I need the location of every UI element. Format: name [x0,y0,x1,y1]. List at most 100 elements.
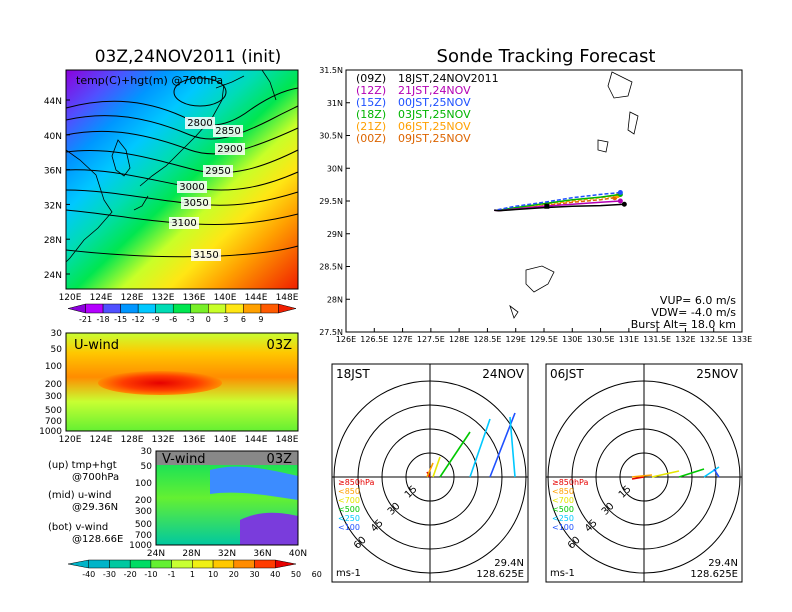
vwind-frame [155,450,299,546]
track-x-label: 127E [392,335,412,344]
uwind-frame [65,332,299,432]
temp-colorbar-label: -3 [187,315,195,324]
wind-colorbar-label: 60 [312,570,322,579]
contour-label: 3050 [183,198,208,209]
track-y-label: 30N [327,164,343,173]
track-x-label: 132E [675,335,695,344]
map-panel-label: temp(C)+hgt(m) @700hPa [76,74,223,87]
temp-colorbar-swatch [278,303,297,314]
contour-label-bg [169,217,199,229]
map-panel: temp(C)+hgt(m) @700hPa 28002850290029503… [44,69,299,303]
left-title: 03Z,24NOV2011 (init) [95,47,282,67]
wind-colorbar-swatch [254,559,276,569]
temp-colorbar-label: -9 [152,315,160,324]
wind-colorbar-swatch [88,559,110,569]
track-x-label: 129.5E [530,335,558,344]
contour-label-bg [213,125,243,137]
temp-colorbar-label: 3 [223,315,228,324]
vwind-purple-region [240,512,298,545]
track-chart: (09Z) 18JST,24NOV2011 (12Z) 21JST,24NOV (15Z… [319,66,752,344]
island-amami [525,265,555,293]
uwind-lon-label: 140E [214,435,237,445]
contour-label-bg [177,181,207,193]
track-x-label: 133E [732,335,752,344]
uwind-time: 03Z [267,338,293,353]
map-lat-label: 44N [44,97,62,107]
contour-label: 3100 [171,218,196,229]
track-y-label: 31N [327,99,343,108]
burst-annotation: Burst Alt= 18.0 km [631,318,736,331]
vwind-time: 03Z [267,452,293,467]
uwind-pressure-label: 200 [45,380,62,390]
track-y-label: 28N [327,295,343,304]
coastline-korea [111,139,131,177]
track-landing-point [621,201,627,207]
hodograph-segment [703,466,720,478]
vwind-pressure-label: 100 [135,479,152,489]
wind-colorbar-swatch [109,559,131,569]
hodograph-segment [469,418,491,478]
map-lon-labels: 120E 124E 128E 132E 136E 140E 144E 148E [59,293,299,303]
wind-colorbar: -40 -30 -20 -10 -1 1 10 20 30 40 50 60 [67,559,322,579]
vwind-lat-label: 40N [289,549,307,559]
contour-label-bg [185,117,215,129]
uwind-lon-label: 132E [152,435,175,445]
uwind-lon-label: 124E [90,435,113,445]
uwind-lon-label: 148E [276,435,299,445]
map-lat-label: 24N [44,271,62,281]
legend-note-line2: @700hPa [72,472,119,483]
track-x-label: 129E [506,335,526,344]
map-lon-label: 120E [59,293,82,303]
wind-colorbar-label: -10 [144,570,157,579]
track-frame [345,69,743,333]
hodograph-level-label: <100 [552,523,574,532]
temp-colorbar-swatch [102,303,121,314]
track-x-label: 127.5E [417,335,445,344]
hodograph-unit: ms-1 [550,568,575,579]
track-x-label: 126.5E [360,335,388,344]
wind-colorbar-swatch [67,559,89,569]
uwind-lon-label: 144E [245,435,268,445]
track-landing-point [617,189,623,195]
vwind-pressure-label: 200 [135,496,152,506]
temp-colorbar-label: -6 [169,315,177,324]
uwind-pressure-label: 700 [45,417,62,427]
vwind-lat-label: 36N [253,549,271,559]
wind-colorbar-label: 50 [291,570,301,579]
wind-colorbar-label: 20 [229,570,239,579]
track-legend: (09Z) 18JST,24NOV2011 (12Z) 21JST,24NOV (15Z… [356,72,499,145]
wind-colorbar-label: 10 [208,570,218,579]
hodograph-time: 18JST [336,367,370,381]
hodograph-segment [651,470,680,478]
track-legend-label: 06JST,25NOV [398,120,471,133]
legend-note-line2: @128.66E [72,534,123,545]
wind-colorbar-swatch [150,559,172,569]
map-lon-label: 132E [152,293,175,303]
hodograph-level-label: <250 [338,514,360,523]
uwind-pressure-label: 500 [45,406,62,416]
hodograph-segment [426,462,434,478]
track-y-label: 29.5N [319,197,343,206]
track-landing-point [617,198,623,204]
track-legend-label: 09JST,25NOV [398,132,471,145]
track-legend-label: 03JST,25NOV [398,108,471,121]
temp-colorbar-swatch [225,303,244,314]
map-lon-label: 136E [183,293,206,303]
temp-colorbar-label: -21 [79,315,92,324]
track-x-label: 126E [336,335,356,344]
legend-note-line1: (up) tmp+hgt [48,460,117,471]
track-x-label: 128.5E [473,335,501,344]
map-lon-label: 124E [90,293,113,303]
vwind-lat-labels: 24N 28N 32N 36N 40N [147,549,307,559]
hodograph-level-label: <500 [338,505,360,514]
temp-colorbar-swatch [172,303,192,314]
wind-colorbar-label: -30 [103,570,116,579]
track-x-label: 131.5E [643,335,671,344]
contour-2850 [65,105,299,140]
launch-point-marker [544,203,550,209]
